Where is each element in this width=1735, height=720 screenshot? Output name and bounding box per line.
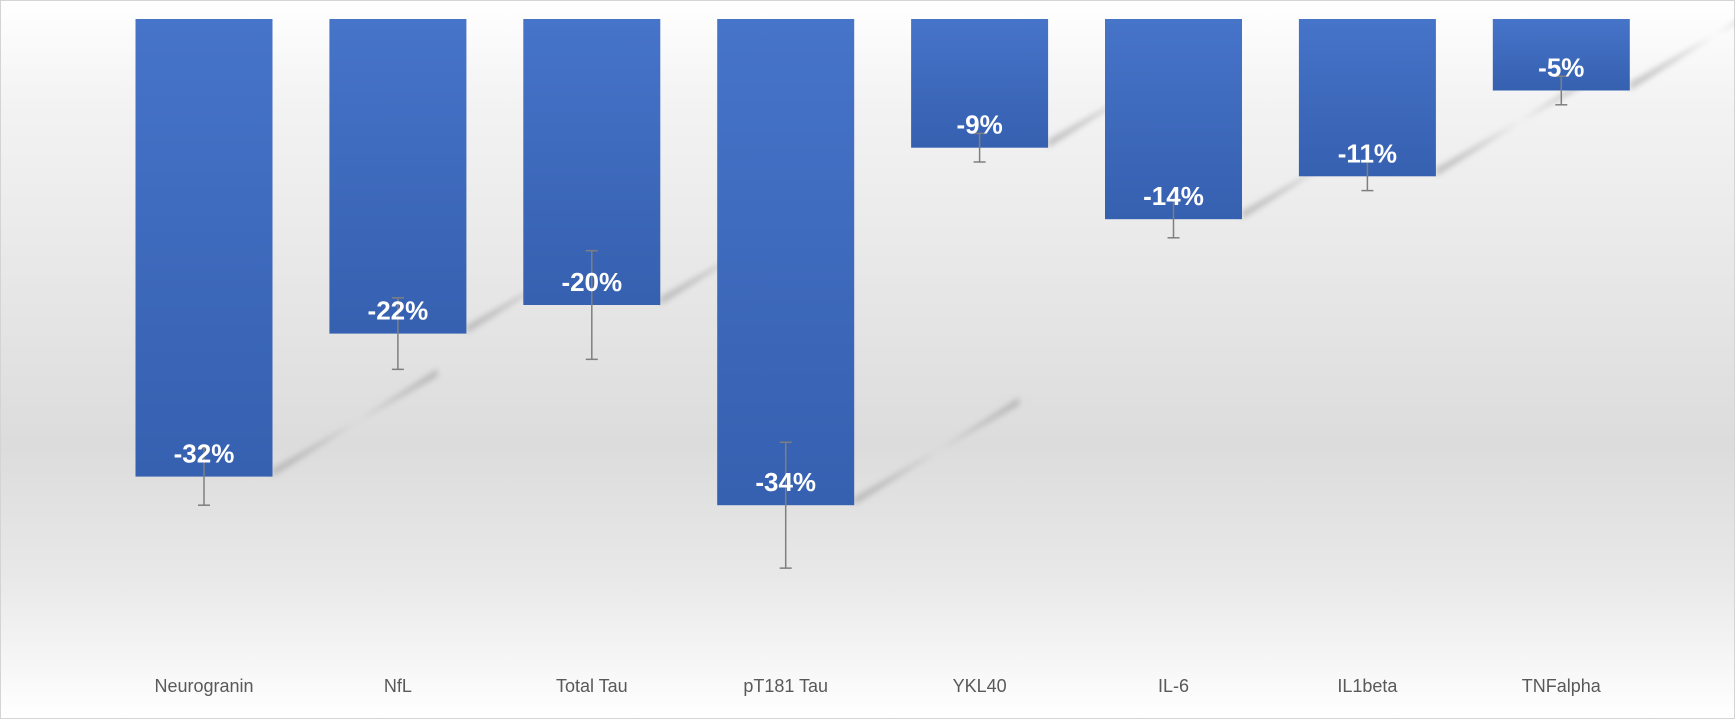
error-bar — [1555, 75, 1568, 106]
error-bar — [973, 132, 986, 163]
bar-neurogranin — [135, 19, 273, 477]
bar-il-6 — [1105, 19, 1242, 220]
category-label: Neurogranin — [154, 676, 253, 696]
bar-shadow — [1048, 39, 1214, 148]
category-label: TNFalpha — [1522, 676, 1602, 696]
category-label: YKL40 — [953, 676, 1007, 696]
bar-pt181-tau — [717, 19, 855, 506]
error-bar — [585, 249, 598, 361]
data-label: -32% — [174, 439, 235, 469]
bar-il1beta — [1298, 19, 1436, 177]
bar-shadow — [1629, 21, 1735, 91]
data-label: -11% — [1338, 138, 1397, 168]
error-bar — [1167, 199, 1180, 239]
bar-shadow — [854, 397, 1020, 506]
bar-ykl40 — [911, 19, 1049, 148]
data-label: -9% — [956, 110, 1002, 140]
data-label: -20% — [561, 267, 622, 297]
error-bar — [1361, 161, 1374, 192]
category-label: IL1beta — [1337, 676, 1398, 696]
data-label: -22% — [368, 296, 429, 326]
error-bar — [779, 441, 792, 569]
data-label: -34% — [755, 467, 816, 497]
category-label: IL-6 — [1158, 676, 1189, 696]
data-label: -14% — [1143, 181, 1204, 211]
error-bar — [198, 447, 210, 506]
error-bar — [391, 297, 404, 371]
bar-shadow — [1435, 68, 1601, 177]
data-label: -5% — [1538, 53, 1584, 83]
category-label: Total Tau — [556, 676, 628, 696]
category-label: NfL — [384, 676, 412, 696]
bar-nfl — [329, 19, 467, 334]
bar-shadow — [272, 368, 438, 477]
category-label: pT181 Tau — [743, 676, 828, 696]
